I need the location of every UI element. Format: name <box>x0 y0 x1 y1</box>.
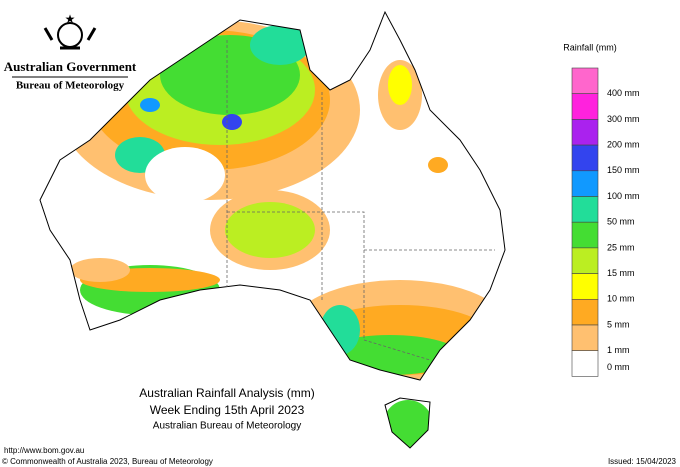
legend-label: 400 mm <box>607 88 640 98</box>
legend-title: Rainfall (mm) <box>563 42 617 52</box>
legend-label: 5 mm <box>607 319 630 329</box>
legend-swatch <box>571 93 599 120</box>
state-borders <box>226 40 495 361</box>
legend-label: 10 mm <box>607 294 635 304</box>
legend-swatch <box>571 298 599 326</box>
footer-url: http://www.bom.gov.au <box>4 446 84 455</box>
legend-swatch <box>571 350 599 377</box>
legend-swatch <box>571 247 599 274</box>
legend-swatch <box>571 119 599 146</box>
legend-label: 25 mm <box>607 242 635 252</box>
legend-swatch <box>571 144 599 172</box>
legend: 400 mm 300 mm 200 mm 150 mm 100 mm 50 mm 25 mm… <box>571 67 640 377</box>
legend-label: 150 mm <box>607 165 640 175</box>
legend-swatch <box>571 196 599 223</box>
caption-source: Australian Bureau of Meteorology <box>153 421 301 432</box>
legend-swatch <box>571 324 599 352</box>
legend-swatch <box>571 67 599 95</box>
legend-swatch <box>571 221 599 249</box>
legend-label: 300 mm <box>607 114 640 124</box>
crest: ★ <box>43 12 97 50</box>
legend-swatch <box>571 273 599 300</box>
footer-copyright: © Commonwealth of Australia 2023, Bureau… <box>2 457 213 466</box>
legend-label: 15 mm <box>607 268 635 278</box>
legend-label: 50 mm <box>607 217 635 227</box>
legend-label: 200 mm <box>607 139 640 149</box>
agency: Bureau of Meteorology <box>16 80 125 92</box>
government: Australian Government <box>4 59 137 74</box>
caption-subtitle: Week Ending 15th April 2023 <box>150 403 305 417</box>
svg-text:★: ★ <box>65 12 76 26</box>
legend-label: 1 mm <box>607 345 630 355</box>
caption-title: Australian Rainfall Analysis (mm) <box>139 386 314 400</box>
coastline <box>39 10 506 449</box>
legend-label: 100 mm <box>607 191 640 201</box>
footer-issued: Issued: 15/04/2023 <box>608 457 677 466</box>
legend-label: 0 mm <box>607 362 630 372</box>
legend-swatch <box>571 170 599 197</box>
